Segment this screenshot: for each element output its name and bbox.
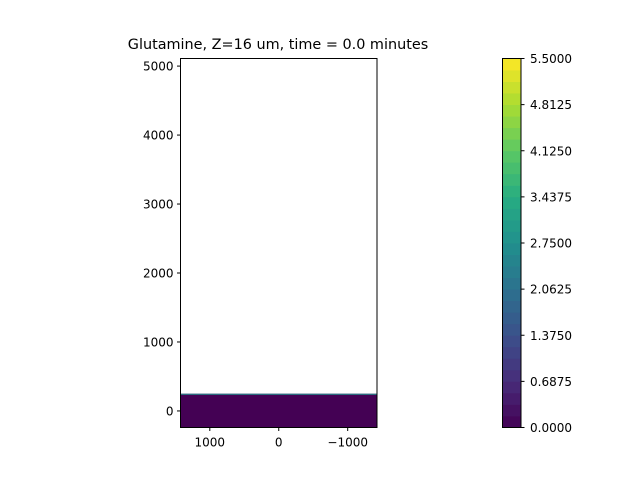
y-tick-label: 5000 [143, 60, 174, 74]
colorbar-band [502, 127, 521, 140]
colorbar-band [502, 323, 521, 336]
colorbar-band [502, 139, 521, 152]
x-tick-label: −1000 [327, 436, 368, 450]
colorbar-band [502, 116, 521, 129]
colorbar-band [502, 58, 521, 71]
colorbar-band [502, 346, 521, 359]
colorbar-tick-label: 4.1250 [530, 144, 572, 158]
colorbar-band [502, 196, 521, 209]
colorbar-band [502, 254, 521, 267]
colorbar-band [502, 358, 521, 371]
colorbar-band [502, 266, 521, 278]
colorbar-band [502, 335, 521, 348]
colorbar-tick-label: 4.8125 [530, 98, 572, 112]
colorbar-tick-label: 0.6875 [530, 375, 572, 389]
colorbar-band [502, 300, 521, 313]
colorbar-band [502, 243, 521, 255]
colorbar [502, 58, 521, 428]
colorbar-band [502, 162, 521, 175]
colorbar-band [502, 81, 521, 94]
y-tick-label: 4000 [143, 129, 174, 143]
colorbar-band [502, 219, 521, 232]
colorbar-band [502, 150, 521, 163]
plot-frame [180, 58, 378, 428]
colorbar-band [502, 104, 521, 117]
y-tick-label: 1000 [143, 335, 174, 349]
colorbar-band [502, 392, 521, 405]
colorbar-band [502, 381, 521, 394]
colorbar-band [502, 93, 521, 106]
y-tick-label: 0 [166, 404, 174, 418]
colorbar-band [502, 312, 521, 325]
colorbar-band [502, 231, 521, 244]
x-tick-label: 1000 [195, 436, 226, 450]
heatmap-layer [180, 393, 377, 428]
colorbar-band [502, 289, 521, 302]
y-axis: 0 1000 2000 3000 4000 5000 [143, 60, 181, 418]
colorbar-axis: 0.0000 0.6875 1.3750 2.0625 2.7500 3.4375 4.12… [521, 52, 572, 435]
colorbar-tick-label: 3.4375 [530, 190, 572, 204]
colorbar-tick-label: 2.7500 [530, 237, 572, 251]
colorbar-band [502, 173, 521, 186]
colorbar-band [502, 369, 521, 382]
y-tick-label: 2000 [143, 267, 174, 281]
x-tick-label: 0 [275, 436, 283, 450]
colorbar-band [502, 70, 521, 82]
colorbar-tick-label: 1.3750 [530, 329, 572, 343]
colorbar-band [502, 185, 521, 198]
colorbar-band [502, 404, 521, 417]
filled-region [180, 393, 377, 428]
colorbar-tick-label: 2.0625 [530, 283, 572, 297]
colorbar-band [502, 208, 521, 221]
colorbar-band [502, 415, 521, 428]
x-axis: 1000 0 −1000 [195, 427, 368, 450]
chart-title: Glutamine, Z=16 um, time = 0.0 minutes [128, 37, 428, 53]
colorbar-band [502, 277, 521, 290]
colorbar-tick-label: 5.5000 [530, 52, 572, 66]
y-tick-label: 3000 [143, 198, 174, 212]
colorbar-tick-label: 0.0000 [530, 421, 572, 435]
